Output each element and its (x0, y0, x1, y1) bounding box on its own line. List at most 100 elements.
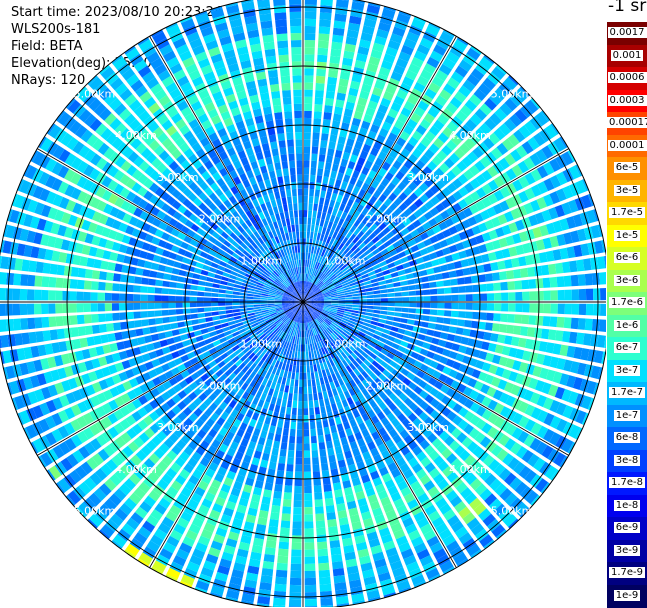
ray-cell (183, 315, 191, 321)
ray-cell (212, 283, 220, 288)
ray-cell (261, 304, 268, 306)
ray-cell (585, 273, 593, 285)
ray-cell (279, 535, 289, 543)
ray-cell (55, 291, 62, 301)
ray-cell (316, 76, 326, 84)
ray-cell (402, 292, 409, 297)
ray-cell (225, 306, 232, 310)
ray-cell (521, 315, 529, 325)
ray-cell (391, 272, 399, 278)
ray-cell (338, 304, 345, 306)
ray-cell (176, 303, 183, 308)
ray-cell (331, 299, 338, 301)
ray-cell (497, 334, 505, 343)
ray-cell (209, 331, 217, 337)
ray-cell (373, 310, 380, 314)
ray-cell (212, 288, 220, 292)
ray-cell (323, 205, 328, 213)
ray-cell (394, 312, 402, 317)
ray-cell (49, 277, 57, 288)
ray-cell (305, 12, 317, 19)
ray-cell (331, 193, 337, 201)
ray-cell (190, 314, 198, 319)
ray-cell (329, 418, 336, 426)
ray-cell (247, 305, 254, 308)
ray-cell (22, 333, 31, 345)
ray-cell (169, 309, 177, 315)
ray-cell (318, 204, 323, 212)
ray-cell (98, 303, 105, 311)
ray-cell (378, 281, 386, 286)
ray-cell (170, 275, 178, 282)
ray-cell (416, 290, 424, 295)
ray-cell (305, 54, 315, 61)
ray-cell (206, 322, 214, 327)
ray-cell (149, 326, 157, 333)
ray-cell (423, 296, 430, 301)
ray-cell (271, 418, 278, 426)
ray-cell (389, 331, 397, 337)
ray-cell (401, 286, 409, 291)
ray-cell (91, 292, 98, 301)
ray-cell (41, 290, 48, 301)
ray-cell (338, 300, 345, 302)
ray-cell (324, 398, 330, 406)
ray-cell (290, 585, 302, 592)
ray-cell (550, 317, 558, 328)
ray-cell (219, 311, 226, 315)
ray-cell (239, 296, 246, 299)
ray-cell (558, 290, 565, 301)
ray-cell (365, 288, 373, 292)
ray-cell (305, 33, 316, 40)
ray-cell (335, 150, 343, 158)
ray-cell (424, 336, 432, 343)
ray-cell (27, 289, 34, 300)
ray-cell (34, 317, 42, 328)
ray-cell (6, 273, 14, 285)
ray-cell (191, 319, 199, 325)
ray-cell (204, 307, 211, 311)
ray-cell (381, 307, 388, 311)
ray-cell (327, 512, 337, 520)
ray-cell (452, 295, 459, 301)
ray-cell (254, 305, 261, 307)
ray-cell (316, 378, 321, 386)
ray-cell (555, 330, 563, 341)
ray-cell (311, 225, 315, 232)
ray-cell (57, 329, 65, 340)
ray-cell (98, 282, 106, 291)
ray-cell (317, 535, 327, 543)
ray-cell (305, 557, 316, 564)
ray-cell (330, 49, 341, 57)
ray-cell (386, 316, 394, 321)
ray-cell (479, 312, 487, 320)
ray-cell (205, 287, 213, 292)
ray-cell (273, 441, 280, 449)
ray-cell (135, 329, 143, 337)
ray-cell (198, 281, 206, 286)
ray-cell (451, 287, 459, 294)
ray-cell (312, 386, 316, 394)
ray-cell (6, 288, 13, 300)
ray-cell (315, 83, 324, 91)
ray-cell (280, 384, 285, 392)
ray-cell (396, 333, 404, 339)
ray-cell (304, 521, 313, 528)
ray-cell (365, 312, 373, 316)
ray-cell (319, 19, 331, 27)
ray-cell (63, 316, 71, 326)
ray-cell (392, 322, 400, 327)
ray-cell (280, 406, 286, 414)
ray-cell (312, 239, 316, 246)
ray-cell (268, 526, 278, 534)
ray-cell (451, 311, 459, 318)
ray-cell (27, 318, 35, 330)
ray-cell (172, 329, 180, 336)
ray-cell (84, 280, 92, 289)
ray-cell (328, 70, 338, 78)
ray-cell (292, 528, 301, 535)
ray-cell (211, 307, 218, 311)
ray-cell (304, 104, 312, 111)
ray-cell (444, 287, 452, 293)
ray-cell (277, 463, 285, 471)
